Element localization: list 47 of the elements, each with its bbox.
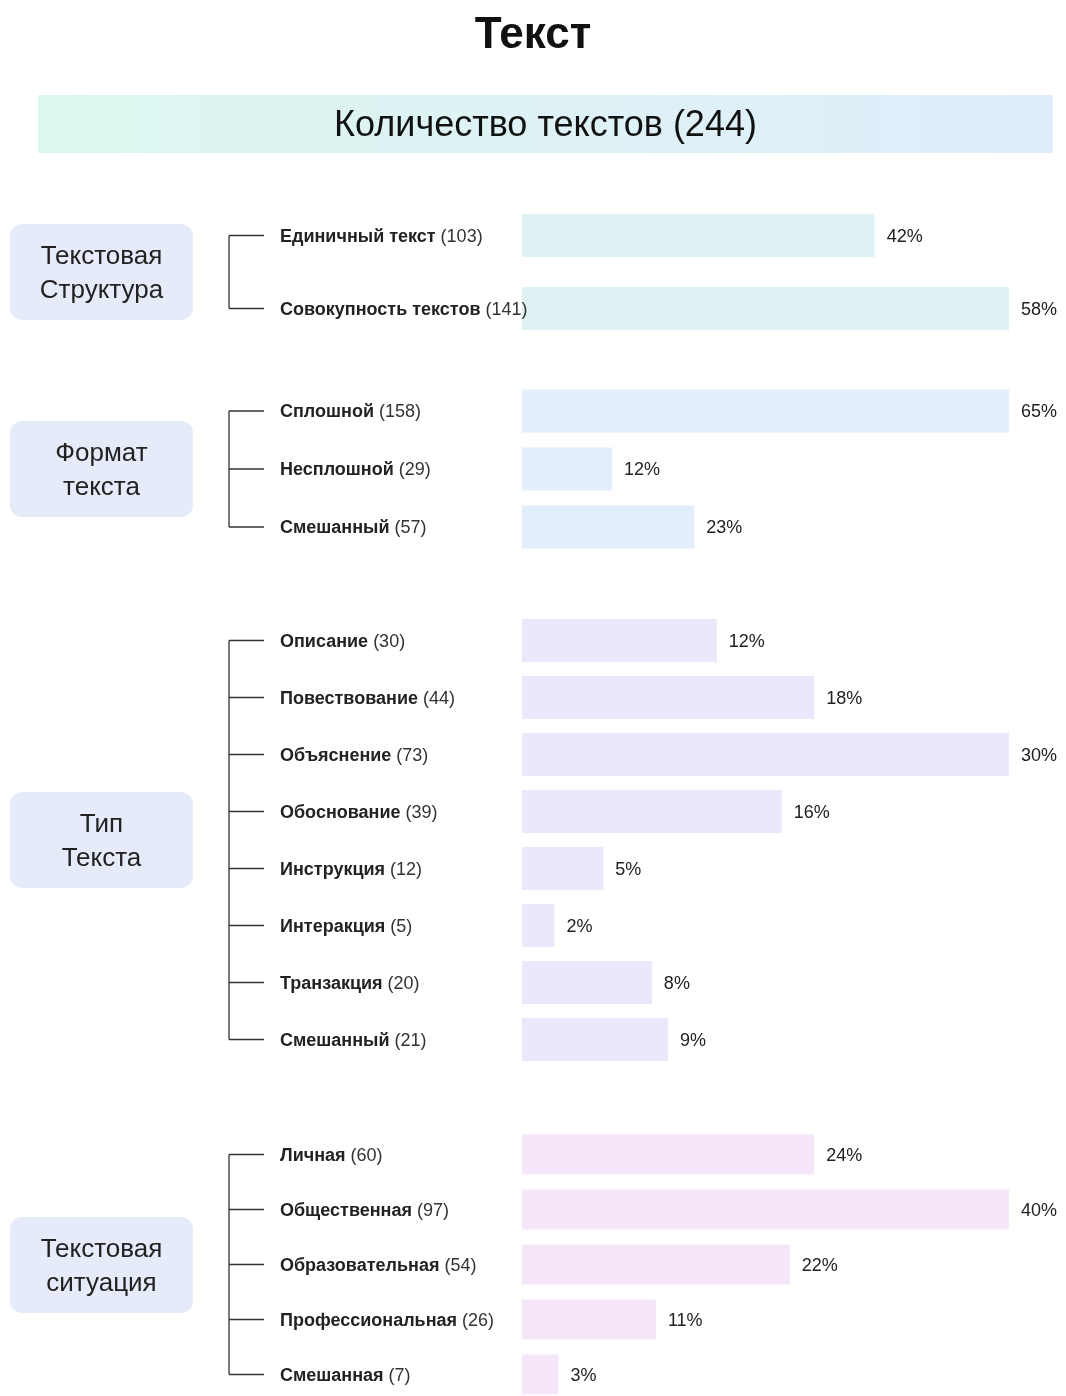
data-label: 12% bbox=[623, 459, 660, 479]
data-label: 24% bbox=[826, 1144, 863, 1165]
text: Формат текста bbox=[55, 436, 148, 503]
y-tick-label: Личная (60) bbox=[280, 1144, 383, 1165]
text: Текст bbox=[473, 8, 593, 58]
data-label: 2% bbox=[566, 915, 593, 936]
y-tick-label: Интеракция (5) bbox=[280, 915, 413, 936]
y-tick-label: Совокупность текстов (141) bbox=[280, 298, 528, 319]
text: Текстовая ситуация bbox=[40, 1231, 163, 1299]
data-label: 3% bbox=[570, 1364, 597, 1385]
bar bbox=[522, 1244, 790, 1285]
y-tick-label: Образовательная (54) bbox=[280, 1254, 477, 1275]
y-tick-label: Описание (30) bbox=[280, 630, 406, 651]
data-label: 30% bbox=[1021, 744, 1058, 765]
text: Тип Текста bbox=[61, 807, 142, 874]
bar bbox=[522, 1134, 815, 1175]
text: Текстовая Структура bbox=[39, 239, 164, 306]
data-label: 9% bbox=[680, 1029, 707, 1050]
y-tick-label: Смешанная (7) bbox=[280, 1364, 411, 1385]
y-tick-label: Несплошной (29) bbox=[280, 459, 431, 479]
data-label: 58% bbox=[1021, 298, 1058, 319]
y-tick-label: Сплошной (158) bbox=[280, 401, 422, 421]
y-tick-label: Единичный текст (103) bbox=[280, 225, 483, 246]
data-label: 22% bbox=[801, 1254, 838, 1275]
y-tick-label: Объяснение (73) bbox=[280, 744, 429, 765]
data-label: 5% bbox=[615, 858, 642, 879]
y-tick-label: Повествование (44) bbox=[280, 687, 455, 708]
bar bbox=[522, 1299, 656, 1340]
text: Количество текстов (244) bbox=[38, 95, 1053, 153]
data-label: 11% bbox=[667, 1309, 703, 1330]
bar bbox=[522, 1189, 1009, 1230]
data-label: 12% bbox=[728, 630, 765, 651]
y-tick-label: Обоснование (39) bbox=[280, 801, 438, 822]
y-tick-label: Транзакция (20) bbox=[280, 972, 420, 993]
y-tick-label: Профессиональная (26) bbox=[280, 1309, 495, 1330]
y-tick-label: Смешанный (21) bbox=[280, 1029, 427, 1050]
data-label: 16% bbox=[793, 801, 830, 822]
data-label: 40% bbox=[1021, 1199, 1058, 1220]
bar bbox=[522, 1354, 559, 1395]
y-tick-label: Инструкция (12) bbox=[280, 858, 423, 879]
y-tick-label: Общественная (97) bbox=[280, 1199, 450, 1220]
data-label: 8% bbox=[663, 972, 690, 993]
data-label: 23% bbox=[706, 517, 743, 537]
data-label: 65% bbox=[1021, 401, 1058, 421]
data-label: 42% bbox=[886, 225, 923, 246]
y-tick-label: Смешанный (57) bbox=[280, 517, 427, 537]
data-label: 18% bbox=[826, 687, 863, 708]
